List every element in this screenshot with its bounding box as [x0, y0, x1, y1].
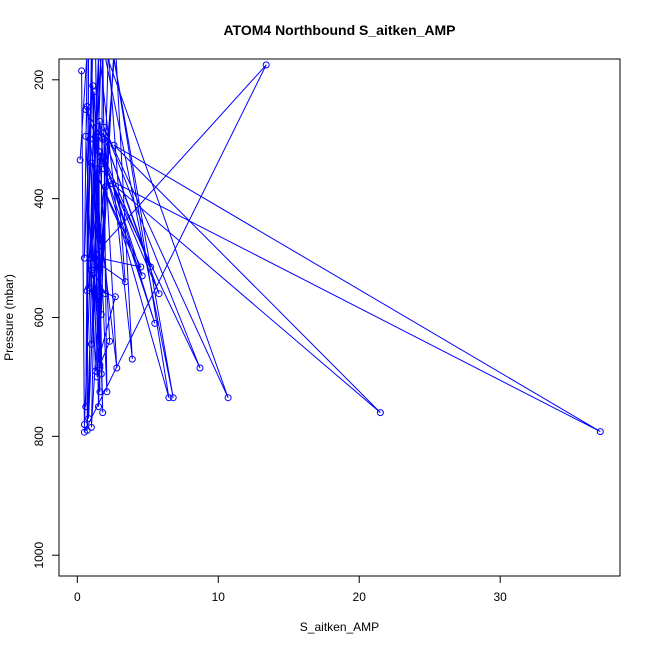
data-point	[87, 159, 95, 167]
data-point	[84, 47, 90, 53]
x-axis: 0 10 20 30	[74, 575, 508, 604]
data-point	[103, 388, 111, 396]
data-point	[80, 421, 88, 428]
data-point	[106, 337, 114, 345]
data-point	[100, 165, 108, 173]
data-point	[121, 278, 129, 286]
data-point	[87, 340, 95, 348]
data-point	[376, 409, 384, 417]
data-point	[95, 403, 102, 411]
data-point	[100, 41, 106, 47]
data-point	[196, 364, 204, 372]
data-point	[80, 428, 88, 436]
data-point	[87, 423, 95, 431]
data-point	[224, 394, 232, 402]
series-layer	[76, 35, 604, 436]
x-tick-label: 30	[494, 590, 508, 604]
data-point	[96, 117, 104, 125]
data-point	[82, 403, 90, 411]
data-point	[96, 153, 104, 161]
y-axis-label: Pressure (mbar)	[2, 274, 16, 361]
data-point	[596, 428, 604, 436]
data-point	[78, 67, 86, 75]
data-point	[86, 47, 92, 53]
data-point	[96, 254, 104, 262]
data-point	[110, 141, 118, 149]
data-point	[165, 394, 173, 402]
data-point	[102, 183, 109, 191]
data-point	[100, 153, 108, 161]
data-point	[96, 41, 102, 47]
data-point	[128, 355, 136, 363]
data-point	[97, 311, 105, 318]
x-axis-label: S_aitken_AMP	[300, 620, 379, 634]
data-point	[111, 47, 117, 53]
y-tick-label: 400	[32, 188, 46, 208]
chart-title: ATOM4 Northbound S_aitken_AMP	[223, 22, 455, 38]
data-point	[92, 367, 100, 375]
data-point	[82, 132, 90, 140]
series-line	[79, 59, 601, 433]
data-point	[169, 394, 177, 402]
data-point	[151, 319, 159, 327]
data-point	[107, 177, 115, 185]
data-point	[111, 293, 119, 301]
data-point	[90, 41, 96, 47]
data-point	[98, 47, 104, 53]
data-point	[92, 132, 100, 140]
x-tick-label: 10	[212, 590, 226, 604]
data-point	[93, 59, 98, 60]
data-point	[262, 61, 270, 69]
data-point	[100, 135, 108, 143]
data-point	[88, 47, 94, 53]
y-tick-label: 1000	[32, 542, 46, 569]
data-point	[95, 287, 102, 295]
data-point	[85, 284, 93, 292]
x-tick-label: 20	[353, 590, 367, 604]
data-point	[87, 254, 95, 262]
data-point	[85, 415, 93, 422]
data-point	[147, 263, 155, 271]
y-tick-label: 800	[32, 426, 46, 446]
y-axis: 200 400 600 800 1000	[32, 69, 60, 569]
data-point	[96, 59, 101, 60]
y-tick-label: 600	[32, 307, 46, 327]
data-point	[138, 272, 146, 280]
data-point	[96, 388, 104, 396]
data-point	[89, 82, 97, 90]
data-point	[112, 41, 118, 47]
data-point	[93, 165, 101, 173]
data-point	[96, 361, 104, 369]
data-point	[155, 290, 163, 298]
data-point	[110, 47, 116, 53]
y-tick-label: 200	[32, 69, 46, 89]
data-point	[76, 156, 84, 164]
data-point	[87, 266, 95, 274]
x-tick-label: 0	[74, 590, 81, 604]
data-point	[113, 364, 121, 372]
data-point	[99, 409, 107, 417]
data-point	[100, 35, 106, 41]
plot-frame	[58, 58, 621, 577]
data-point	[137, 263, 145, 271]
data-point	[102, 290, 109, 298]
data-point	[83, 103, 91, 110]
data-point	[105, 47, 111, 53]
